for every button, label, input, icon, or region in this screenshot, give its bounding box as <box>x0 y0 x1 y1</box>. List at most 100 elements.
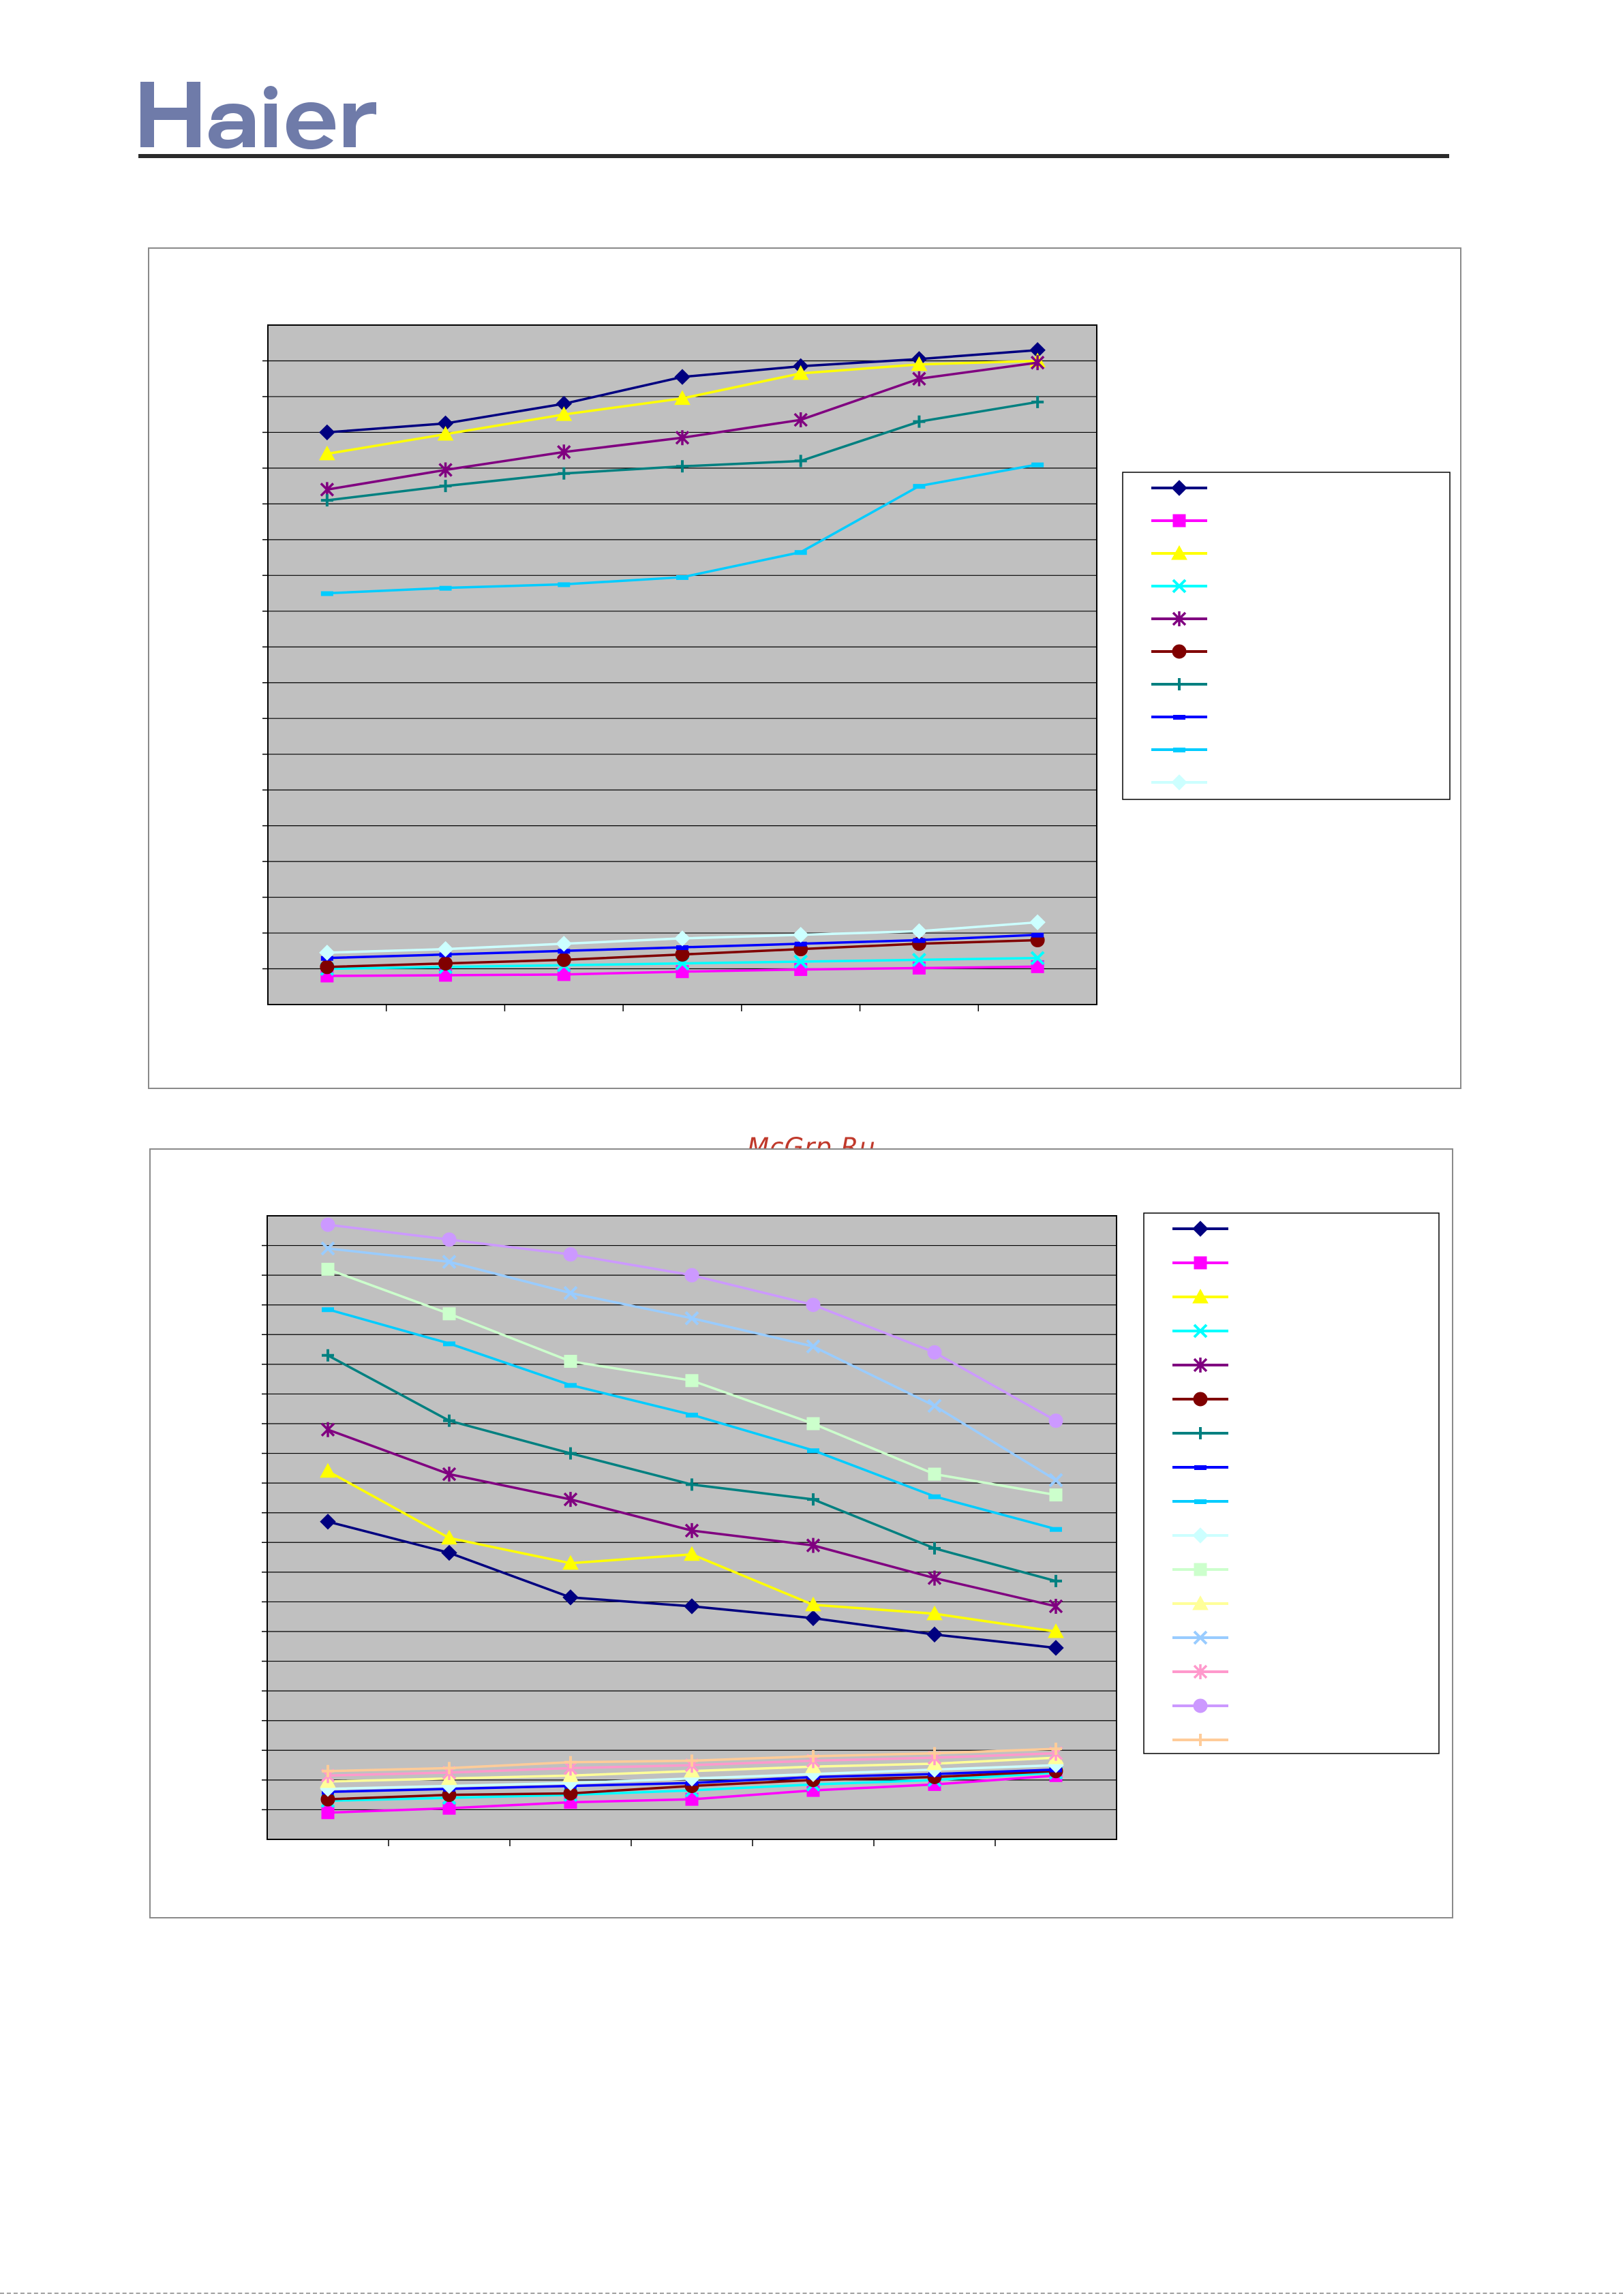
series-15-point <box>1048 1413 1063 1428</box>
series-16 <box>322 1743 1062 1777</box>
series-9-point <box>443 1341 455 1347</box>
series-5-point <box>675 430 690 446</box>
series-10-point <box>911 923 928 940</box>
series-1-point <box>1048 1640 1064 1656</box>
series-4-point <box>912 952 926 967</box>
legend-swatch-marker <box>1172 579 1187 594</box>
series-3-point <box>792 365 809 380</box>
series-2-point <box>1031 960 1044 973</box>
series-7-point <box>794 455 807 468</box>
series-11-point <box>321 1262 335 1276</box>
chart-1-group <box>262 324 1097 1011</box>
series-10-point <box>1029 914 1046 931</box>
series-16-point <box>1050 1743 1062 1756</box>
series-1-point <box>320 1514 336 1530</box>
series-6-point <box>438 956 453 971</box>
series-15 <box>320 1217 1063 1428</box>
legend-swatch-marker <box>1192 1527 1209 1544</box>
series-3-point <box>319 445 335 461</box>
series-5-point <box>438 462 453 478</box>
series-13-point <box>1048 1473 1063 1488</box>
series-10-point <box>319 945 335 961</box>
series-7 <box>322 1349 1062 1587</box>
legend-swatch-marker <box>1192 1288 1209 1304</box>
page-edge-dashes <box>0 2293 1623 2294</box>
series-3-point <box>556 406 573 421</box>
series-15-point <box>320 1217 335 1232</box>
legend-swatch-marker <box>1173 678 1185 690</box>
series-11-point <box>564 1355 577 1368</box>
legend-swatch-marker <box>1171 545 1187 560</box>
series-9-point <box>928 1494 941 1499</box>
series-8-point <box>676 945 688 951</box>
series-5-point <box>912 371 926 386</box>
series-5 <box>320 355 1045 498</box>
series-1-point <box>684 1598 700 1614</box>
series-3-point <box>911 356 928 371</box>
series-16-point <box>443 1762 455 1775</box>
series-7-point <box>564 1447 577 1460</box>
series-1-point <box>441 1544 457 1561</box>
legend-swatch-marker <box>1171 774 1187 791</box>
legend-swatch-marker <box>1194 1734 1207 1746</box>
legend-swatch-marker <box>1172 611 1187 626</box>
legend-swatch-marker <box>1194 1563 1207 1576</box>
series-15-point <box>806 1298 821 1313</box>
series-3-point <box>441 1529 457 1545</box>
legend-swatch-marker <box>1172 514 1186 527</box>
series-8-point <box>913 938 926 943</box>
series-10-point <box>793 926 809 943</box>
series-2-point <box>557 968 571 981</box>
series-1-point <box>319 424 335 441</box>
legend-swatch-marker <box>1193 1664 1208 1679</box>
series-11-point <box>1049 1488 1063 1502</box>
series-1-point <box>674 369 691 385</box>
series-5-point <box>563 1492 578 1507</box>
series-16-point <box>928 1747 941 1760</box>
series-9-point <box>322 1307 334 1313</box>
series-10 <box>319 914 1046 961</box>
series-2-point <box>321 1806 335 1820</box>
series-7-point <box>558 467 571 480</box>
series-6-point <box>320 960 335 975</box>
series-9-point <box>913 484 926 489</box>
series-7-point <box>322 1349 334 1362</box>
series-9-point <box>1031 462 1044 468</box>
series-9-point <box>439 585 452 591</box>
series-7-point <box>686 1478 698 1491</box>
series-5-point <box>793 412 808 428</box>
series-10-point <box>437 940 454 958</box>
series-16-point <box>564 1756 577 1769</box>
legend-swatch-marker <box>1193 1392 1208 1407</box>
legend <box>1143 1212 1440 1754</box>
header-rule <box>138 154 1449 158</box>
series-1-point <box>562 1589 579 1606</box>
line-chart-2 <box>262 1212 1440 1846</box>
series-9-point <box>1050 1527 1062 1532</box>
series-9-point <box>676 575 688 580</box>
series-3-point <box>684 1546 700 1561</box>
series-5-point <box>1030 355 1045 371</box>
series-13-point <box>320 1241 335 1256</box>
series-13-point <box>684 1311 699 1326</box>
series-16-point <box>322 1764 334 1777</box>
series-1-point <box>926 1626 943 1643</box>
haier-logo <box>140 82 376 149</box>
chart-frame-1 <box>148 247 1461 1089</box>
legend-swatch-marker <box>1193 1323 1208 1338</box>
legend-swatch-marker <box>1192 1595 1209 1610</box>
series-9-point <box>807 1448 819 1454</box>
series-11-point <box>442 1307 456 1321</box>
series-15-point <box>927 1345 942 1360</box>
legend-swatch-marker <box>1193 1630 1208 1645</box>
series-7 <box>320 395 1044 507</box>
series-5-point <box>320 1422 335 1437</box>
series-3-point <box>674 390 691 405</box>
series-3-point <box>926 1605 943 1621</box>
series-7-point <box>807 1493 819 1506</box>
series-5-point <box>442 1467 457 1482</box>
series-2-point <box>442 1801 456 1815</box>
legend-swatch-marker <box>1193 1698 1208 1713</box>
series-2-point <box>685 1792 699 1806</box>
series-13 <box>320 1241 1063 1488</box>
